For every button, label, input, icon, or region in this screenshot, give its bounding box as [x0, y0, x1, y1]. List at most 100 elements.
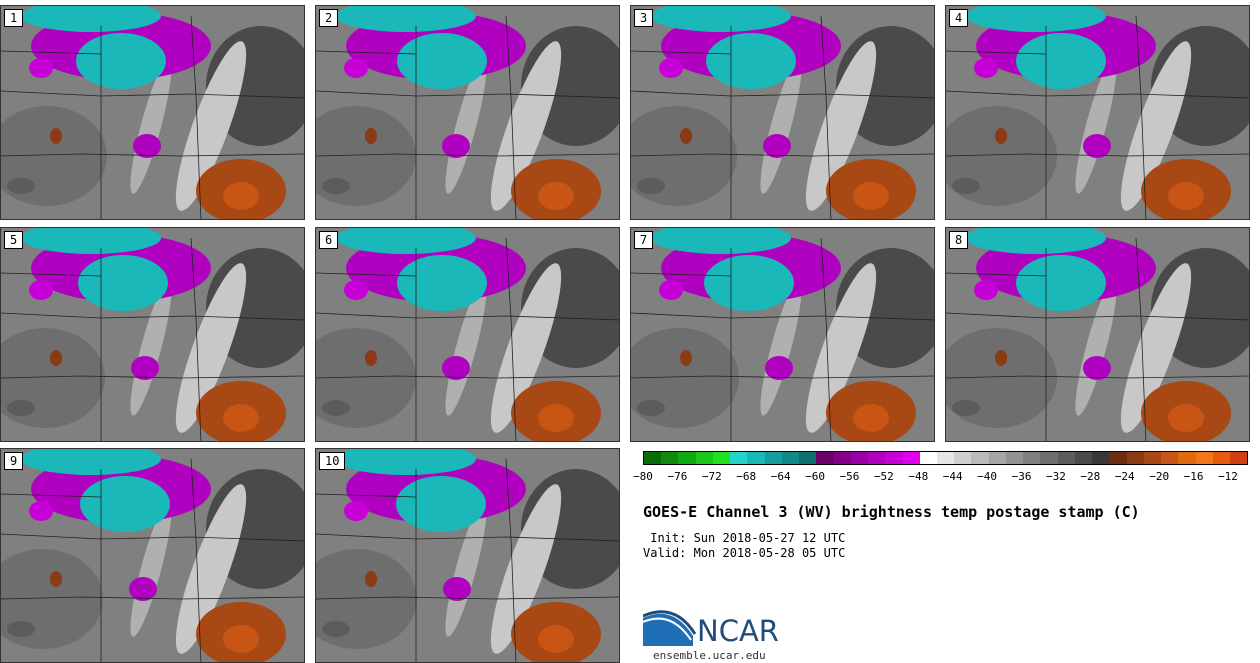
state-boundary	[316, 272, 417, 277]
panel-number-label: 10	[319, 452, 346, 470]
ensemble-member-panel: 4	[945, 5, 1250, 220]
colorbar-swatch	[1195, 452, 1213, 464]
state-boundary	[316, 90, 619, 99]
state-boundary	[631, 375, 934, 379]
colorbar-tick-label: −24	[1114, 470, 1135, 483]
panel-number-label: 6	[319, 231, 339, 249]
state-boundary	[631, 272, 732, 277]
colorbar-tick-label: −56	[839, 470, 860, 483]
colorbar-tick-label: −64	[770, 470, 791, 483]
state-boundary	[316, 50, 417, 55]
state-boundary	[190, 237, 202, 441]
colorbar-swatch	[747, 452, 765, 464]
colorbar-swatch	[678, 452, 696, 464]
colorbar-swatch	[1126, 452, 1144, 464]
source-url: ensemble.ucar.edu	[653, 649, 766, 662]
colorbar-swatch	[833, 452, 851, 464]
colorbar-swatch	[1005, 452, 1024, 464]
wv-brightness-map	[946, 6, 1249, 219]
colorbar-swatch	[936, 452, 955, 464]
wv-brightness-map	[1, 6, 304, 219]
state-boundary	[190, 458, 202, 662]
colorbar-tick-label: −16	[1183, 470, 1204, 483]
colorbar-swatch	[1092, 452, 1110, 464]
colorbar-swatch	[661, 452, 679, 464]
state-boundary	[505, 458, 517, 662]
ensemble-member-panel: 9	[0, 448, 305, 663]
colorbar-swatch	[799, 452, 817, 464]
colorbar-swatch	[1229, 452, 1248, 464]
state-boundary	[631, 50, 732, 55]
wv-brightness-map	[1, 449, 304, 662]
state-boundary	[1135, 15, 1147, 219]
colorbar-swatch	[781, 452, 800, 464]
colorbar-tick-label: −28	[1080, 470, 1101, 483]
state-boundary	[1, 375, 304, 379]
colorbar-tick-label: −48	[908, 470, 929, 483]
state-boundary	[946, 312, 1249, 321]
colorbar-swatch	[764, 452, 782, 464]
colorbar-swatch	[695, 452, 713, 464]
state-boundary	[820, 15, 832, 219]
state-boundary	[1, 493, 102, 498]
panel-number-label: 3	[634, 9, 654, 27]
panel-number-label: 2	[319, 9, 339, 27]
ensemble-member-panel: 3	[630, 5, 935, 220]
wv-brightness-map	[1, 228, 304, 441]
colorbar-swatch	[1109, 452, 1127, 464]
wv-brightness-map	[316, 228, 619, 441]
state-boundary	[316, 153, 619, 157]
state-boundary	[316, 493, 417, 498]
valid-time: Valid: Mon 2018-05-28 05 UTC	[643, 546, 846, 560]
state-boundary	[1, 90, 304, 99]
state-boundary	[1, 533, 304, 542]
state-boundary	[505, 237, 517, 441]
state-boundary	[190, 15, 202, 219]
colorbar-tick-label: −68	[736, 470, 757, 483]
panel-number-label: 9	[4, 452, 24, 470]
state-boundary	[505, 15, 517, 219]
colorbar-swatch	[919, 452, 937, 464]
state-boundary	[946, 272, 1047, 277]
state-boundary	[1, 153, 304, 157]
state-boundary	[316, 312, 619, 321]
wv-brightness-map	[631, 6, 934, 219]
colorbar-swatch	[971, 452, 989, 464]
colorbar-swatch	[1023, 452, 1041, 464]
colorbar-swatch	[644, 452, 662, 464]
colorbar-swatch	[1040, 452, 1058, 464]
colorbar-swatch	[885, 452, 903, 464]
colorbar-swatch	[712, 452, 731, 464]
colorbar-tick-label: −76	[667, 470, 688, 483]
figure-title: GOES-E Channel 3 (WV) brightness temp po…	[643, 503, 1140, 521]
colorbar-tick-label: −40	[977, 470, 998, 483]
colorbar-swatch	[850, 452, 869, 464]
colorbar-swatch	[1074, 452, 1093, 464]
state-boundary	[1, 272, 102, 277]
state-boundary	[946, 50, 1047, 55]
state-boundary	[1135, 237, 1147, 441]
colorbar-tick-label: −60	[805, 470, 825, 483]
state-boundary	[820, 237, 832, 441]
ensemble-member-panel: 8	[945, 227, 1250, 442]
panel-number-label: 4	[949, 9, 969, 27]
state-boundary	[631, 153, 934, 157]
colorbar-swatch	[1178, 452, 1196, 464]
colorbar-tick-label: −44	[942, 470, 963, 483]
wv-brightness-map	[631, 228, 934, 441]
state-boundary	[316, 533, 619, 542]
wv-brightness-map	[316, 449, 619, 662]
ensemble-member-panel: 7	[630, 227, 935, 442]
state-boundary	[946, 90, 1249, 99]
panel-number-label: 5	[4, 231, 24, 249]
ensemble-member-panel: 2	[315, 5, 620, 220]
colorbar-tick-label: −72	[701, 470, 722, 483]
colorbar-swatch	[1212, 452, 1230, 464]
wv-brightness-map	[946, 228, 1249, 441]
colorbar-swatch	[988, 452, 1006, 464]
colorbar-swatch	[902, 452, 920, 464]
panel-number-label: 8	[949, 231, 969, 249]
state-boundary	[631, 90, 934, 99]
colorbar-tick-label: −36	[1011, 470, 1032, 483]
colorbar-swatch	[1143, 452, 1162, 464]
